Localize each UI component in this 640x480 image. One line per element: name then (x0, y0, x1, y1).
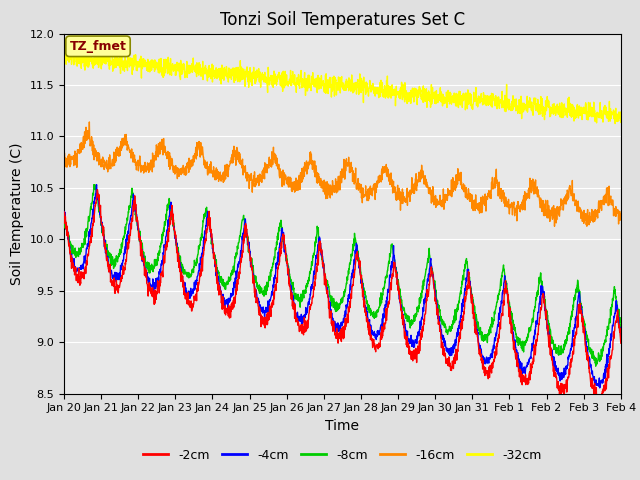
Legend: -2cm, -4cm, -8cm, -16cm, -32cm: -2cm, -4cm, -8cm, -16cm, -32cm (138, 444, 547, 467)
Title: Tonzi Soil Temperatures Set C: Tonzi Soil Temperatures Set C (220, 11, 465, 29)
X-axis label: Time: Time (325, 419, 360, 433)
Text: TZ_fmet: TZ_fmet (70, 40, 127, 53)
Y-axis label: Soil Temperature (C): Soil Temperature (C) (10, 143, 24, 285)
